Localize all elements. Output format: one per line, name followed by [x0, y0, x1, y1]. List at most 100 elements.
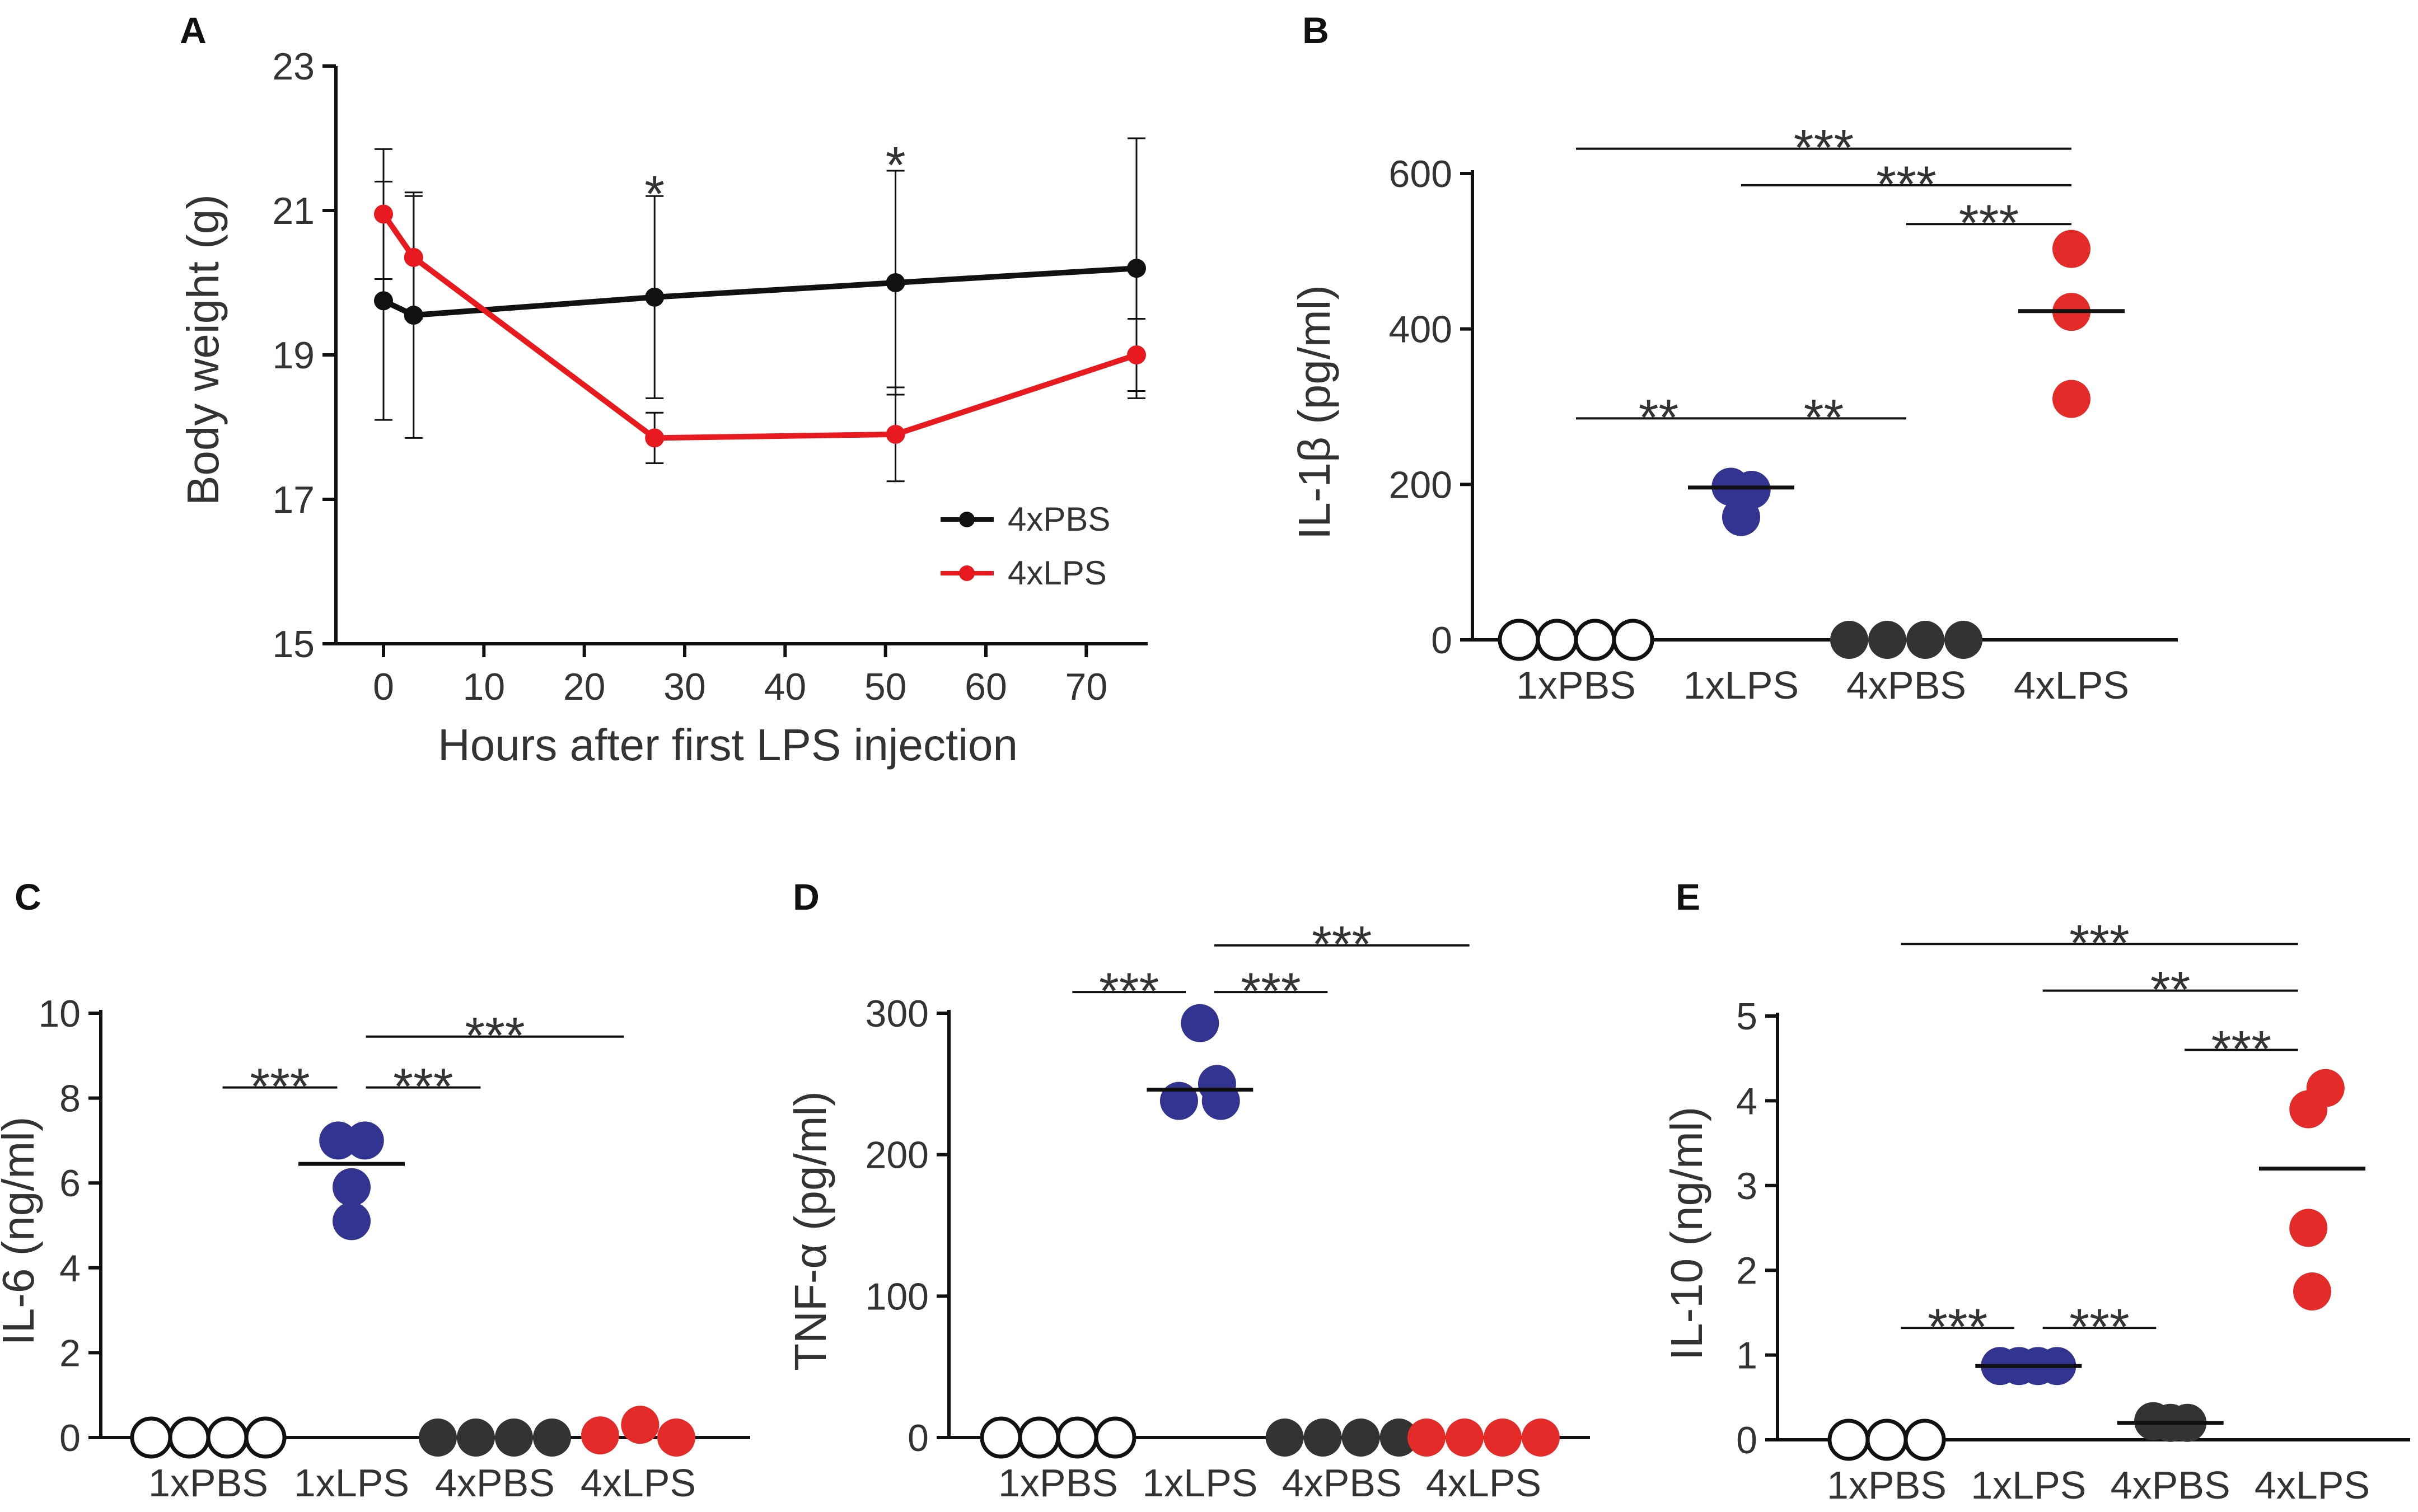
- category-label: 1xLPS: [1683, 663, 1799, 707]
- data-point: [2289, 1209, 2328, 1247]
- category-label: 4xLPS: [2255, 1463, 2370, 1507]
- legend-marker: [959, 565, 975, 581]
- significance-label: ***: [1794, 120, 1854, 177]
- data-point: [1127, 259, 1146, 278]
- y-tick-label: 19: [272, 334, 315, 377]
- data-point: [1522, 1419, 1560, 1457]
- data-point: [1865, 1419, 1908, 1461]
- significance-label: ***: [1876, 156, 1936, 213]
- y-tick-label: 0: [59, 1417, 81, 1459]
- category-label: 1xLPS: [1971, 1463, 2086, 1507]
- data-point: [2052, 230, 2090, 268]
- legend-label: 4xLPS: [1008, 554, 1107, 592]
- group-4xPBS: [1830, 621, 1982, 659]
- significance-label: ***: [2211, 1021, 2271, 1078]
- data-point: [621, 1406, 660, 1444]
- data-point: [645, 287, 665, 307]
- x-tick-label: 30: [663, 666, 706, 708]
- y-tick-label: 4: [1736, 1080, 1757, 1122]
- panel-label-d: D: [793, 876, 820, 918]
- y-tick-label: 400: [1389, 308, 1452, 351]
- data-point: [1498, 619, 1540, 661]
- significance-label: ***: [2069, 1299, 2129, 1356]
- significance-label: **: [1804, 389, 1844, 446]
- y-tick-label: 5: [1736, 995, 1757, 1038]
- data-point: [1379, 1419, 1418, 1457]
- group-1xPBS: [1498, 619, 1654, 661]
- data-point: [1181, 1004, 1219, 1042]
- data-point: [1127, 345, 1146, 364]
- group-1xLPS: [1975, 1347, 2082, 1385]
- y-tick-label: 17: [272, 479, 315, 521]
- group-4xPBS: [2117, 1402, 2224, 1442]
- y-tick-label: 4: [59, 1247, 81, 1290]
- y-tick-label: 600: [1389, 153, 1452, 195]
- data-point: [333, 1202, 371, 1241]
- panel-label-e: E: [1676, 876, 1700, 918]
- series-line: [381, 212, 1138, 441]
- data-point: [206, 1416, 249, 1459]
- panel-d: D 0 100 200 300 1xPBS 1xLPS 4xPBS 4xLPS TNF-α (pg…: [785, 876, 1590, 1505]
- panel-label-a: A: [180, 10, 207, 51]
- data-point: [1201, 1082, 1240, 1120]
- group-4xPBS: [1265, 1419, 1418, 1457]
- data-point: [1056, 1416, 1098, 1459]
- data-point: [1484, 1419, 1522, 1457]
- data-point: [1722, 498, 1760, 536]
- panel-c: C 0 2 4 6 8 10 1xPBS 1xLPS 4xPBS 4xLPS IL-6 (ng/ml)…: [0, 876, 750, 1505]
- y-tick-label: 300: [866, 993, 929, 1035]
- data-point: [404, 247, 423, 267]
- significance-label: ***: [465, 1008, 525, 1065]
- y-tick-label: 3: [1736, 1165, 1757, 1207]
- y-axis-title: IL-6 (ng/ml): [0, 1117, 43, 1346]
- panel-b: B 0 200 400 600 1xPBS 1xLPS 4xPBS 4xLPS IL-1β (pg…: [1289, 10, 2178, 707]
- data-point: [1094, 1416, 1136, 1459]
- data-point: [495, 1419, 533, 1457]
- significance-marker: *: [644, 166, 665, 223]
- y-tick-label: 10: [38, 993, 81, 1035]
- group-4xLPS: [2018, 230, 2125, 418]
- category-label: 1xPBS: [1827, 1463, 1947, 1507]
- y-tick-label: 0: [908, 1417, 929, 1459]
- x-tick-label: 20: [563, 666, 606, 708]
- significance-label: ***: [1241, 963, 1301, 1020]
- data-point: [1303, 1419, 1342, 1457]
- significance-label: ***: [1099, 963, 1159, 1020]
- data-point: [1944, 621, 1982, 659]
- category-label: 4xPBS: [1846, 663, 1966, 707]
- data-point: [1574, 619, 1616, 661]
- data-point: [319, 1121, 358, 1160]
- significance-label: ***: [1928, 1299, 1987, 1356]
- category-label: 1xLPS: [1142, 1461, 1257, 1505]
- data-point: [457, 1419, 495, 1457]
- category-label: 4xPBS: [2111, 1463, 2230, 1507]
- group-4xLPS: [2259, 1069, 2365, 1311]
- group-1xPBS: [130, 1416, 287, 1459]
- y-tick-label: 8: [59, 1078, 81, 1120]
- y-tick-label: 6: [59, 1162, 81, 1205]
- y-tick-label: 200: [1389, 464, 1452, 506]
- data-point: [1827, 1419, 1870, 1461]
- data-point: [419, 1419, 457, 1457]
- x-tick-label: 10: [463, 666, 506, 708]
- data-point: [1868, 621, 1906, 659]
- data-point: [657, 1419, 695, 1457]
- data-point: [2052, 380, 2090, 418]
- data-point: [2289, 1090, 2328, 1129]
- legend-marker: [959, 512, 975, 527]
- group-1xPBS: [1827, 1419, 1946, 1461]
- y-axis-title: TNF-α (pg/ml): [785, 1091, 835, 1371]
- group-4xLPS: [1407, 1419, 1560, 1457]
- data-point: [374, 291, 393, 311]
- data-point: [1906, 621, 1944, 659]
- x-tick-label: 70: [1065, 666, 1108, 708]
- data-point: [886, 424, 905, 444]
- data-point: [1341, 1419, 1380, 1457]
- significance-label: ***: [1959, 195, 2019, 252]
- data-point: [1536, 619, 1578, 661]
- significance-label: ***: [1312, 916, 1372, 973]
- data-point: [345, 1121, 384, 1160]
- data-point: [1612, 619, 1654, 661]
- x-tick-label: 40: [764, 666, 807, 708]
